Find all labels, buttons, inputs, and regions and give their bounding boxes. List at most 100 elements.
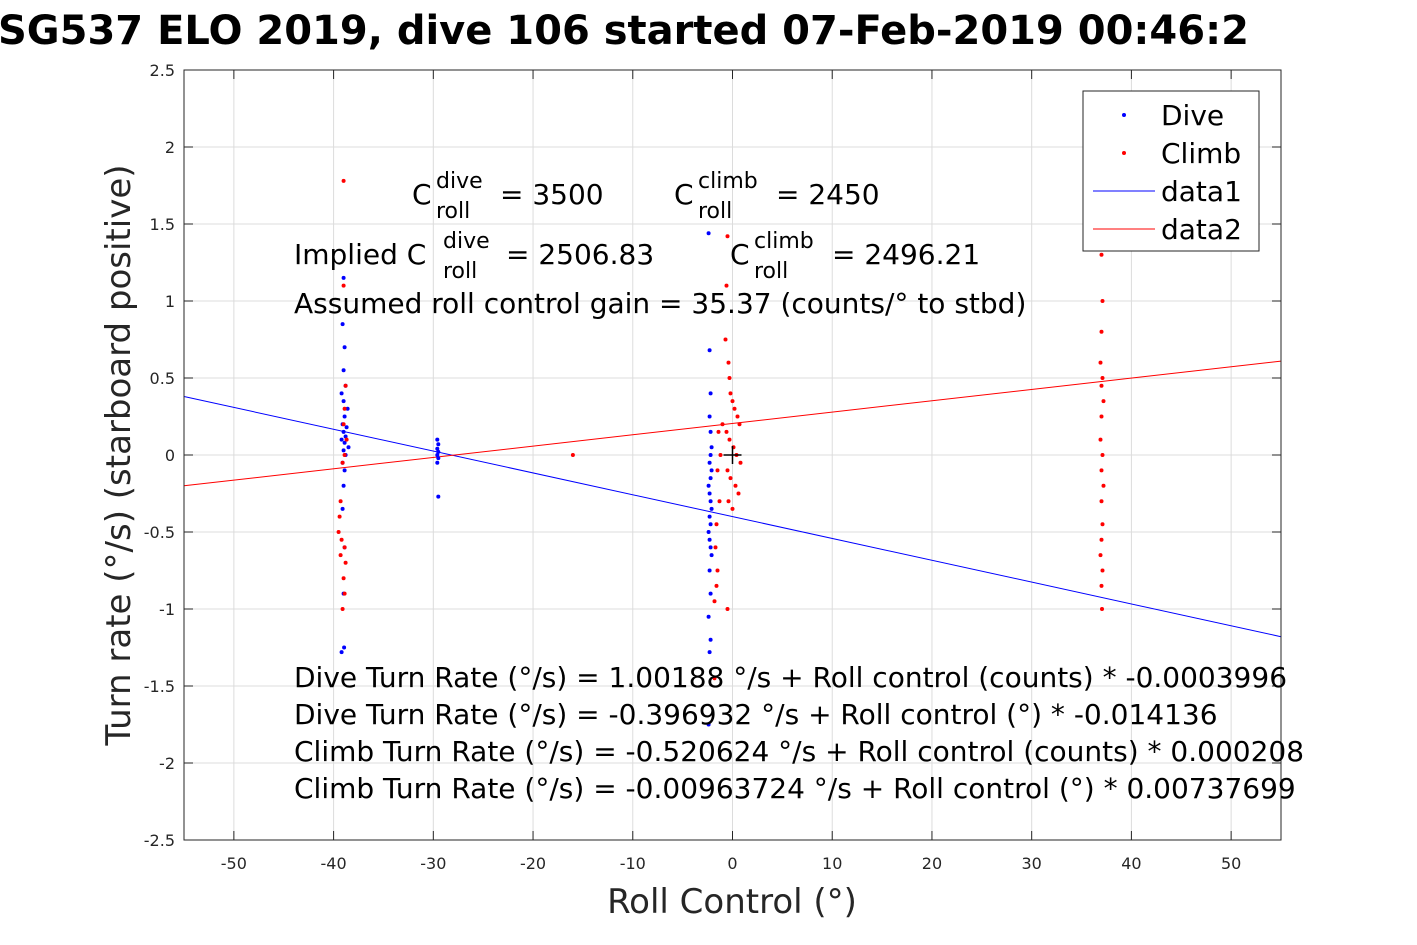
c-climb-sub: roll (698, 199, 732, 224)
climb-point (1100, 607, 1104, 611)
dive-point (341, 368, 346, 373)
dive-point (708, 637, 713, 642)
dive-point (436, 494, 441, 499)
dive-point (708, 545, 713, 550)
y-tick-label: 1 (165, 292, 175, 311)
climb-point (342, 406, 347, 411)
climb-point (1098, 437, 1103, 442)
climb-point (730, 399, 735, 404)
climb-point (342, 591, 347, 596)
y-tick-label: -2.5 (144, 831, 175, 850)
implied-prefix: Implied C (294, 238, 426, 271)
climb-point (1099, 537, 1104, 542)
dive-point (340, 322, 345, 327)
climb-point (712, 676, 717, 681)
climb-point (1100, 522, 1105, 527)
y-tick-label: -2 (159, 754, 175, 773)
climb-point (718, 453, 723, 457)
dive-point (708, 391, 713, 396)
x-axis-label: Roll Control (°) (607, 882, 857, 922)
dive-point (709, 553, 714, 558)
origin-marker (723, 446, 742, 464)
climb-point (1101, 483, 1106, 488)
climb-point (341, 576, 346, 581)
dive-point (706, 483, 711, 488)
climb-point (735, 414, 740, 419)
climb-point (726, 499, 731, 504)
dive-point (707, 491, 712, 496)
dive-point (707, 514, 712, 519)
implied-climb-prefix: C (730, 238, 750, 271)
legend-label-data1: data1 (1161, 175, 1242, 208)
climb-point (716, 429, 721, 434)
climb-point (1100, 453, 1105, 457)
climb-point (338, 553, 343, 558)
climb-point (570, 453, 575, 457)
dive-point (346, 445, 351, 450)
climb-point (724, 429, 729, 434)
legend-label-data2: data2 (1161, 213, 1242, 246)
climb-point (1099, 329, 1104, 334)
dive-point (707, 537, 712, 542)
climb-point (712, 599, 717, 604)
climb-point (714, 522, 719, 527)
climb-point (1100, 299, 1105, 303)
x-tick-label: 30 (1022, 854, 1042, 873)
dive-point (708, 522, 713, 527)
climb-point (733, 483, 738, 488)
implied-dive-sub: roll (443, 259, 477, 284)
dive-point (708, 476, 713, 481)
climb-point (723, 337, 728, 342)
dive-point (707, 650, 712, 655)
c-dive-sub: roll (436, 199, 470, 224)
climb-point (738, 460, 743, 465)
climb-point (724, 283, 729, 288)
dive-point (436, 456, 441, 461)
climb-point (736, 491, 741, 496)
c-climb-sup: climb (698, 169, 758, 194)
climb-point (342, 545, 347, 550)
dive-point (342, 440, 347, 445)
legend-box (1082, 90, 1260, 252)
fit-line-data2 (183, 360, 1282, 487)
climb-point (732, 406, 737, 411)
fit-line-data1 (183, 396, 1282, 638)
dive-point (435, 446, 440, 451)
dive-point (708, 453, 713, 457)
climb-point (726, 360, 731, 365)
c-dive-value: = 3500 (500, 178, 604, 211)
dive-point (706, 614, 711, 619)
implied-climb-value: = 2496.21 (832, 238, 980, 271)
c-climb-value: = 2450 (776, 178, 880, 211)
climb-point (715, 468, 720, 473)
x-tick-label: -50 (221, 854, 247, 873)
x-tick-label: 10 (822, 854, 842, 873)
plot-frame (183, 69, 1282, 841)
x-tick-label: 40 (1121, 854, 1141, 873)
climb-point (1099, 414, 1104, 419)
climb-point (343, 383, 348, 388)
climb-point (730, 506, 735, 511)
climb-point (1098, 553, 1103, 558)
climb-point (336, 530, 341, 534)
climb-point (727, 437, 732, 442)
x-tick-label: -30 (420, 854, 446, 873)
climb-point (727, 376, 732, 380)
dive-point (708, 591, 713, 596)
dive-point (341, 275, 346, 280)
roll-gain-note: Assumed roll control gain = 35.37 (count… (294, 287, 1026, 320)
x-tick-label: 0 (727, 854, 737, 873)
climb-point (337, 514, 342, 519)
climb-point (1100, 376, 1105, 380)
climb-point (717, 499, 722, 504)
climb-point (715, 568, 720, 573)
climb-point (341, 283, 346, 288)
dive-point (706, 722, 711, 727)
dive-point (345, 406, 350, 411)
climb-point (338, 499, 343, 504)
dive-point (708, 499, 713, 504)
dive-point (435, 453, 440, 457)
dive-point (707, 568, 712, 573)
x-tick-label: -20 (520, 854, 546, 873)
y-tick-label: -0.5 (144, 523, 175, 542)
